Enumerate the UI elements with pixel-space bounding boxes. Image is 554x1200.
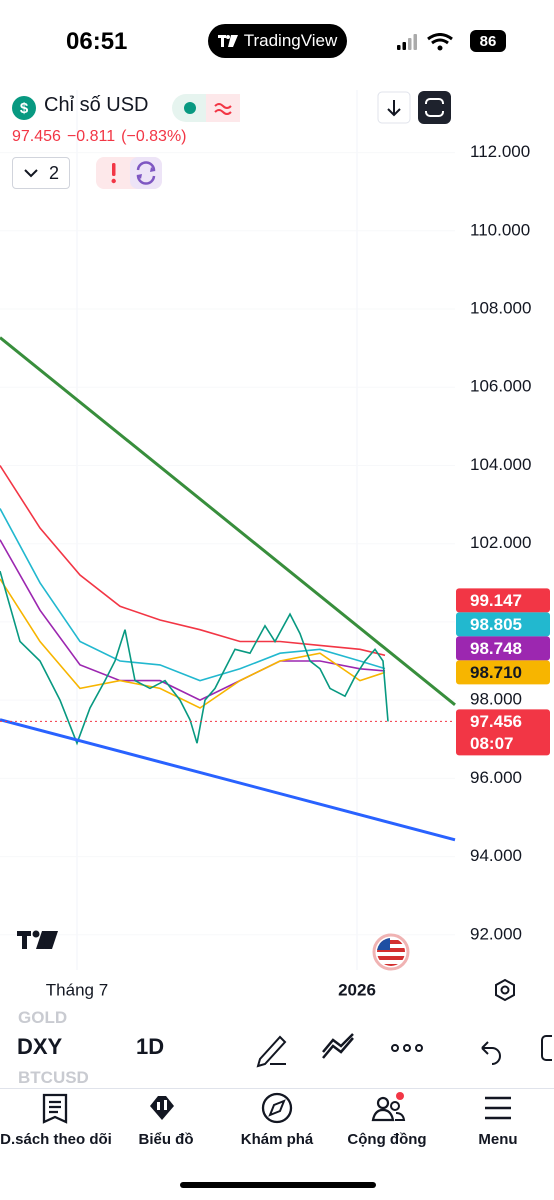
price-label: 98.710 <box>470 663 522 682</box>
price-label-tag <box>456 636 550 661</box>
chart: Tháng 7 2026 112.000 110.000 108.000 106.000 1… <box>0 90 550 1002</box>
y-tick-label: 108.000 <box>470 299 531 318</box>
alert-pill[interactable] <box>96 157 164 189</box>
nav-label[interactable]: Biểu đồ <box>138 1131 194 1148</box>
moving-average <box>0 578 386 709</box>
settings-icon[interactable] <box>495 978 515 1002</box>
y-tick-label: 104.000 <box>470 455 531 474</box>
svg-text:$: $ <box>20 100 29 117</box>
moving-average <box>0 539 386 701</box>
tradingview-logo <box>17 930 58 949</box>
trend-line <box>0 336 456 706</box>
home-indicator <box>180 1182 376 1188</box>
prev-symbol[interactable]: GOLD <box>18 1008 68 1027</box>
brand-name: TradingView <box>243 31 338 50</box>
countdown: 08:07 <box>470 734 513 753</box>
drawing-toolbar[interactable] <box>250 1028 554 1068</box>
y-tick-label: 106.000 <box>470 377 531 396</box>
next-symbol[interactable]: BTCUSD <box>18 1068 89 1087</box>
indicator-count: 2 <box>48 162 59 183</box>
y-tick-label: 112.000 <box>470 142 530 161</box>
moving-average <box>0 465 386 657</box>
status-pill[interactable] <box>172 94 242 122</box>
nav-label[interactable]: Cộng đồng <box>347 1131 427 1148</box>
y-tick-label: 98.000 <box>470 690 522 709</box>
plot <box>0 90 456 970</box>
chart-buttons[interactable] <box>377 91 453 125</box>
x-tick-label: 2026 <box>338 980 376 999</box>
nav-divider <box>0 1088 554 1089</box>
trend-line <box>0 718 456 842</box>
price-label-tag <box>456 612 550 637</box>
chevron-icon <box>24 169 38 178</box>
us-flag-icon <box>372 933 410 971</box>
indicator-toggle[interactable]: 2 <box>12 157 70 189</box>
moving-average <box>0 508 386 682</box>
price-label: 98.748 <box>470 639 522 658</box>
battery-level: 86 <box>470 30 506 52</box>
price-label-tag <box>456 588 550 613</box>
last-price: 97.456 <box>12 128 61 145</box>
price-label: 99.147 <box>470 591 522 610</box>
price-label: 98.805 <box>470 615 522 634</box>
nav-label[interactable]: D.sách theo dõi <box>0 1131 112 1148</box>
x-tick-label: Tháng 7 <box>46 980 108 999</box>
brand-logo <box>217 35 238 47</box>
price-line <box>0 570 389 746</box>
y-tick-label: 92.000 <box>470 924 522 943</box>
current-symbol[interactable]: DXY <box>17 1034 63 1059</box>
nav-label[interactable]: Menu <box>478 1131 518 1148</box>
status-icons <box>397 33 453 51</box>
price-change: −0.811 <box>66 128 116 145</box>
price-label-tag <box>456 709 550 756</box>
timeframe[interactable]: 1D <box>136 1034 165 1059</box>
quote-line: 97.456 −0.811 (−0.83%) <box>12 128 187 146</box>
brand-pill: TradingView <box>208 24 347 58</box>
price-label-tag <box>456 660 550 685</box>
price-change-percent: (−0.83%) <box>121 128 187 145</box>
status-time: 06:51 <box>66 28 128 55</box>
y-tick-label: 94.000 <box>470 846 522 865</box>
y-tick-label: 96.000 <box>470 768 522 787</box>
y-tick-label: 102.000 <box>470 533 531 552</box>
nav-icons[interactable] <box>0 1092 554 1128</box>
y-tick-label: 110.000 <box>470 220 530 239</box>
symbol-name[interactable]: Chỉ số USD <box>44 94 149 116</box>
price-label: 97.456 <box>470 712 522 731</box>
currency-icon: $ <box>12 96 36 120</box>
nav-label[interactable]: Khám phá <box>240 1131 314 1148</box>
